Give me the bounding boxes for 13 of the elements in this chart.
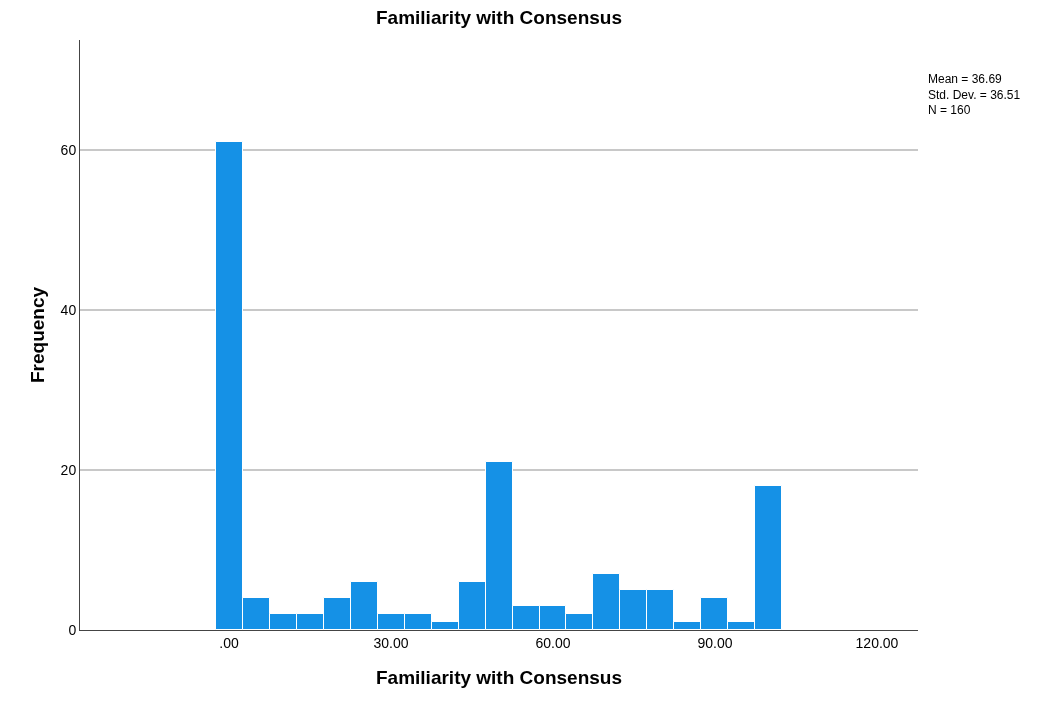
x-tick-label: 30.00	[373, 634, 409, 651]
y-tick-label: 0	[68, 621, 77, 638]
y-tick-label: 40	[60, 301, 77, 318]
x-tick-label: .00	[219, 634, 239, 651]
x-axis-title: Familiarity with Consensus	[376, 666, 622, 688]
x-tick-label: 60.00	[535, 634, 571, 651]
y-axis-title: Frequency	[27, 286, 49, 384]
y-tick-label: 60	[60, 141, 77, 158]
x-tick-label: 90.00	[697, 634, 733, 651]
chart-title: Familiarity with Consensus	[376, 6, 622, 28]
text: Mean = 36.69 Std. Dev. = 36.51 N = 160	[928, 72, 1021, 118]
y-tick-label: 20	[60, 461, 77, 478]
x-tick-label: 120.00	[855, 634, 899, 651]
